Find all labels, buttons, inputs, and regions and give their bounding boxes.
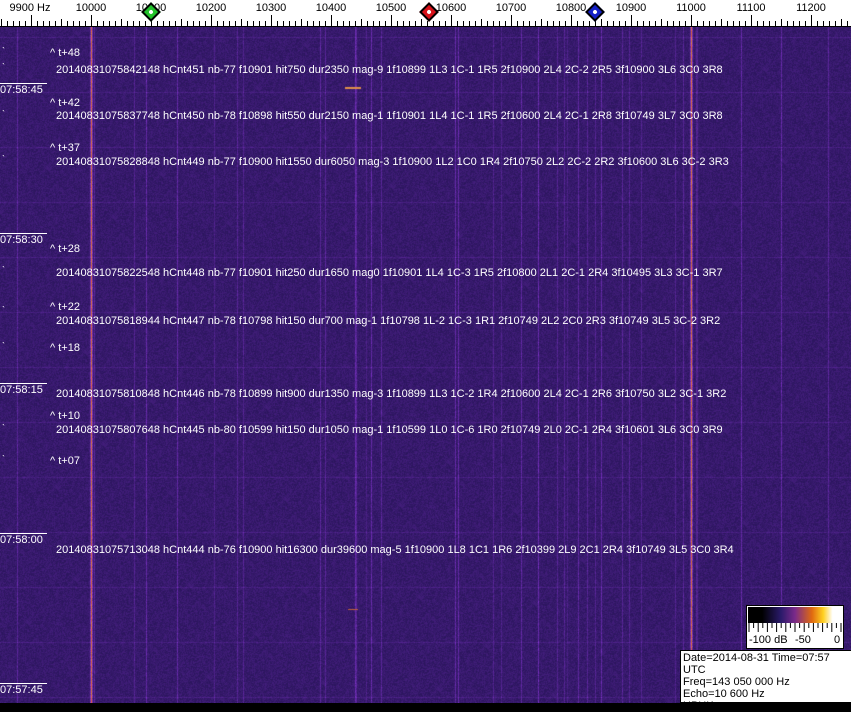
event-tick: ` <box>2 62 5 72</box>
detection-row: 20140831075713048 hCnt444 nb-76 f10900 h… <box>56 544 734 556</box>
detection-row: 20140831075822548 hCnt448 nb-77 f10901 h… <box>56 267 723 279</box>
event-tick: ` <box>2 454 5 464</box>
time-label: 07:58:45 <box>0 83 47 96</box>
axis-tick-label: 10700 <box>495 2 527 14</box>
detection-row: 20140831075837748 hCnt450 nb-78 f10898 h… <box>56 110 723 122</box>
time-label: 07:58:30 <box>0 233 47 246</box>
event-tick: ` <box>2 423 5 433</box>
axis-tick-label: 10900 <box>615 2 647 14</box>
time-offset-label: ^ t+28 <box>50 243 80 255</box>
axis-tick-label: 10200 <box>195 2 227 14</box>
scale-label: -50 <box>795 634 811 646</box>
axis-unit-label: 9900 Hz <box>9 2 51 14</box>
scale-label: -100 dB <box>749 634 788 646</box>
info-date-time: Date=2014-08-31 Time=07:57 UTC <box>683 652 830 676</box>
time-offset-label: ^ t+07 <box>50 455 80 467</box>
time-label: 07:58:00 <box>0 533 47 546</box>
info-frequency: Freq=143 050 000 Hz <box>683 676 790 688</box>
detection-row: 20140831075810848 hCnt446 nb-78 f10899 h… <box>56 388 727 400</box>
color-scale-legend: -100 dB -50 0 <box>746 605 844 649</box>
time-offset-label: ^ t+42 <box>50 97 80 109</box>
axis-tick-label: 11200 <box>796 2 826 14</box>
detection-row: 20140831075818944 hCnt447 nb-78 f10798 h… <box>56 315 721 327</box>
detection-row: 20140831075828848 hCnt449 nb-77 f10900 h… <box>56 156 729 168</box>
time-offset-label: ^ t+37 <box>50 142 80 154</box>
event-tick: ` <box>2 154 5 164</box>
info-panel: Date=2014-08-31 Time=07:57 UTC Freq=143 … <box>680 650 851 712</box>
axis-tick-label: 10600 <box>435 2 467 14</box>
time-label: 07:57:45 <box>0 683 47 696</box>
detection-row: 20140831075807648 hCnt445 nb-80 f10599 h… <box>56 424 723 436</box>
detection-row: 20140831075842148 hCnt451 nb-77 f10901 h… <box>56 64 723 76</box>
waterfall-spectrogram[interactable] <box>0 27 851 703</box>
time-offset-label: ^ t+48 <box>50 47 80 59</box>
time-label: 07:58:15 <box>0 383 47 396</box>
axis-tick-label: 10400 <box>315 2 347 14</box>
info-station: HPHK <box>683 700 714 712</box>
axis-tick-label: 11100 <box>736 2 766 14</box>
event-tick: ` <box>2 109 5 119</box>
axis-tick-label: 10300 <box>255 2 287 14</box>
axis-tick-label: 11000 <box>676 2 706 14</box>
time-offset-label: ^ t+10 <box>50 410 80 422</box>
time-offset-label: ^ t+22 <box>50 301 80 313</box>
time-offset-label: ^ t+18 <box>50 342 80 354</box>
frequency-axis: 9900 Hz 10000 10100 10200 10300 10400 10… <box>0 0 851 27</box>
axis-tick-label: 10000 <box>75 2 107 14</box>
axis-ticks <box>0 15 851 27</box>
color-gradient <box>748 607 842 623</box>
scale-ticks <box>748 623 842 632</box>
scale-label: 0 <box>834 634 841 646</box>
event-tick: ` <box>2 46 5 56</box>
axis-tick-label: 10800 <box>555 2 587 14</box>
axis-tick-label: 10500 <box>375 2 407 14</box>
info-echo: Echo=10 600 Hz <box>683 688 765 700</box>
event-tick: ` <box>2 305 5 315</box>
event-tick: ` <box>2 341 5 351</box>
event-tick: ` <box>2 265 5 275</box>
